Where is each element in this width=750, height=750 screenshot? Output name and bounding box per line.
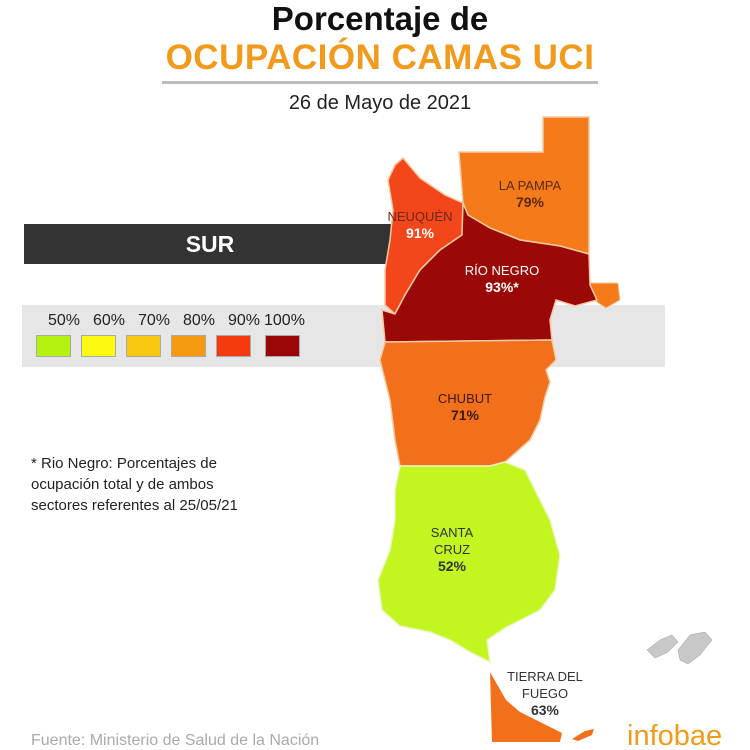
- island-islet: [572, 729, 594, 741]
- legend-swatch: [126, 335, 161, 357]
- footnote: * Rio Negro: Porcentajes de ocupación to…: [31, 455, 238, 514]
- province-chubut: [379, 339, 557, 467]
- province-name: RÍO NEGRO: [464, 263, 540, 278]
- legend-label: 50%: [48, 312, 81, 329]
- province-name: SANTA CRUZ: [430, 525, 474, 557]
- label-santa-cruz: SANTA CRUZ 52%: [412, 524, 492, 575]
- legend-label: 80%: [183, 312, 216, 329]
- legend-swatch: [81, 335, 116, 357]
- source-label: Fuente: Ministerio de Salud de la Nación: [31, 732, 320, 749]
- province-value: 63%: [530, 702, 560, 718]
- legend-label: 90%: [228, 312, 261, 329]
- legend-swatch: [36, 335, 71, 357]
- title-line-1: Porcentaje de: [271, 0, 489, 37]
- legend-swatch: [171, 335, 206, 357]
- infobae-logo: infobae: [627, 720, 723, 750]
- province-name: NEUQUÉN: [387, 209, 453, 224]
- label-chubut: CHUBUT 71%: [415, 390, 515, 424]
- label-neuquen: NEUQUÉN 91%: [370, 208, 470, 242]
- province-name: LA PAMPA: [498, 178, 562, 193]
- province-value: 52%: [437, 558, 467, 574]
- legend-label: 100%: [264, 312, 305, 329]
- province-santa-cruz: [377, 461, 561, 664]
- province-rio-negro: [381, 202, 599, 343]
- label-rio-negro: RÍO NEGRO 93%*: [462, 262, 542, 296]
- legend-swatch: [216, 335, 251, 357]
- region-banner: SUR: [24, 224, 396, 264]
- legend-label: 70%: [138, 312, 171, 329]
- province-name: CHUBUT: [437, 391, 493, 406]
- province-tierra-del-fuego: [490, 672, 562, 742]
- legend-label: 60%: [93, 312, 126, 329]
- province-value: 91%: [405, 225, 435, 241]
- date-label: 26 de Mayo de 2021: [288, 92, 472, 114]
- label-tierra-del-fuego: TIERRA DEL FUEGO 63%: [505, 668, 585, 719]
- label-la-pampa: LA PAMPA 79%: [480, 177, 580, 211]
- province-value: 93%*: [485, 279, 519, 295]
- malvinas-islands: [646, 631, 713, 665]
- title-line-2: OCUPACIÓN CAMAS UCI: [165, 38, 595, 77]
- province-name: TIERRA DEL FUEGO: [507, 669, 583, 701]
- legend-swatch: [265, 335, 300, 357]
- province-value: 71%: [450, 407, 480, 423]
- province-value: 79%: [515, 194, 545, 210]
- title-divider: [162, 81, 598, 84]
